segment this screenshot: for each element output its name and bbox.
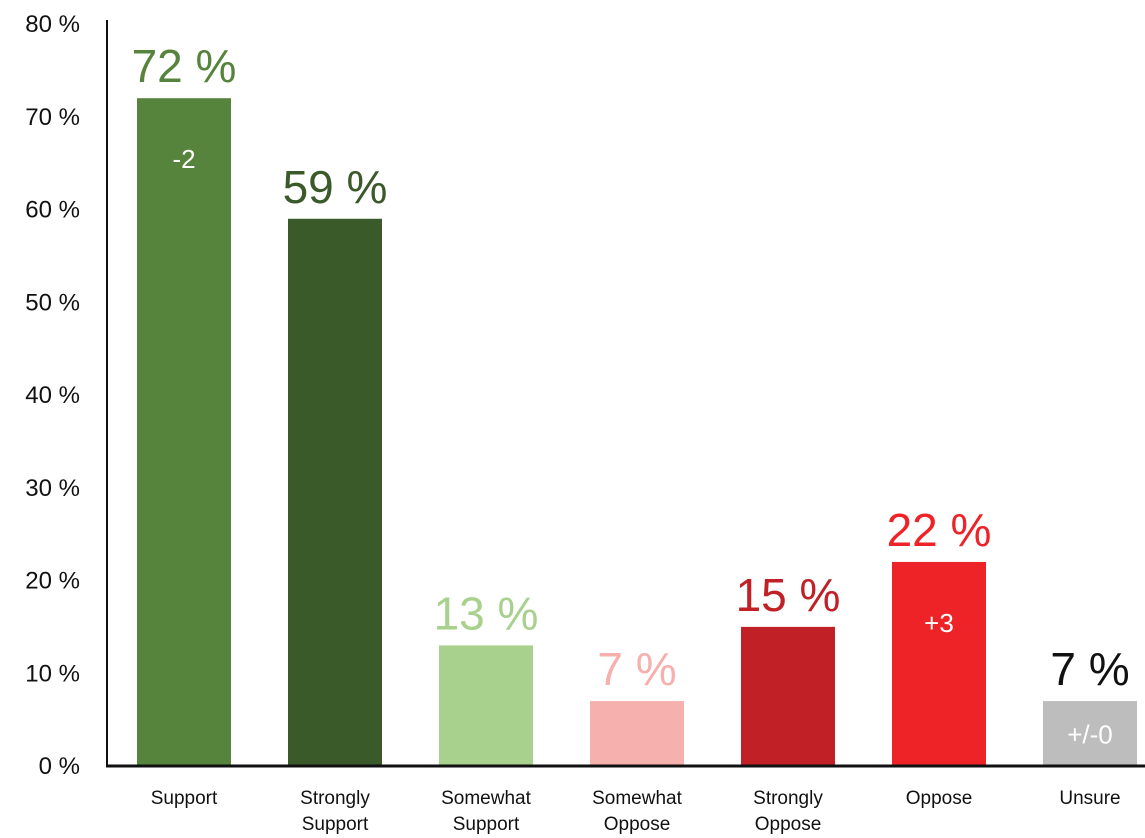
bar-change-label: +3 (924, 608, 954, 638)
y-tick-label: 30 % (25, 475, 80, 502)
bar (137, 98, 231, 766)
bar (288, 218, 382, 766)
x-category-label: Somewhat Oppose (592, 788, 682, 835)
x-category-label: Somewhat Support (441, 788, 531, 835)
x-category-label: Support (151, 788, 218, 809)
bar (741, 626, 835, 766)
y-tick-label: 50 % (25, 289, 80, 316)
y-tick-label: 80 % (25, 11, 80, 38)
y-tick-label: 10 % (25, 660, 80, 687)
bar-change-label: +/-0 (1067, 720, 1113, 750)
x-category-label: Unsure (1059, 788, 1120, 809)
bar (892, 561, 986, 766)
bar-value-label: 7 % (1050, 643, 1129, 695)
bar (439, 645, 533, 766)
bar (590, 701, 684, 766)
x-category-label: Strongly Oppose (753, 788, 823, 835)
y-tick-label: 60 % (25, 197, 80, 224)
bar-value-label: 72 % (132, 40, 237, 92)
x-axis: Support Strongly Support Somewhat Support Som… (106, 764, 1145, 835)
bar-value-label: 59 % (283, 161, 388, 213)
bar-change-label: -2 (172, 144, 195, 174)
bar-value-label: 15 % (736, 569, 841, 621)
bar-value-label: 13 % (434, 587, 539, 639)
bar-value-label: 22 % (887, 504, 992, 556)
x-category-label: Strongly Support (300, 788, 370, 835)
x-category-label: Oppose (906, 788, 973, 809)
bar-value-label: 7 % (597, 643, 676, 695)
y-tick-label: 70 % (25, 104, 80, 131)
y-tick-label: 0 % (39, 753, 80, 780)
y-tick-label: 40 % (25, 382, 80, 409)
y-axis: 0 % 10 % 20 % 30 % 40 % 50 % 60 % 70 % 80 % (25, 11, 108, 780)
bars: 72 % -2 59 % 13 % 7 % 15 % 22 % +3 7 % +/-0 (132, 40, 1137, 766)
y-tick-label: 20 % (25, 568, 80, 595)
bar (1043, 701, 1137, 766)
